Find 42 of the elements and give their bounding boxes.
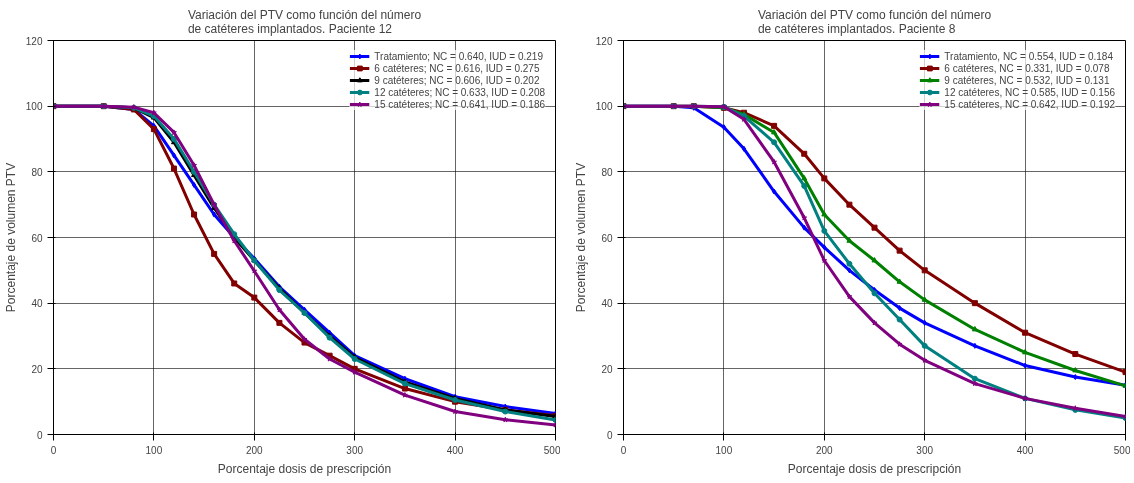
legend-label: 9 catéteres, NC = 0.532, IUD = 0.131 <box>944 74 1110 86</box>
y-tick-label: 20 <box>31 363 43 375</box>
x-tick-label: 300 <box>916 444 934 456</box>
legend-label: 12 catéteres, NC = 0.585, IUD = 0.156 <box>944 86 1115 98</box>
y-tick-label: 80 <box>31 166 43 178</box>
x-tick-label: 200 <box>245 444 264 456</box>
x-tick-label: 400 <box>1016 444 1034 456</box>
y-tick-label: 40 <box>601 298 613 310</box>
x-tick-label: 0 <box>50 444 57 456</box>
x-axis-title: Porcentaje dosis de prescripción <box>217 461 392 476</box>
legend-label: 9 catéteres; NC = 0.606, IUD = 0.202 <box>374 74 540 86</box>
y-tick-label: 0 <box>606 429 613 441</box>
y-tick-label: 20 <box>601 363 613 375</box>
y-tick-label: 100 <box>595 101 613 113</box>
legend-label: Tratamiento; NC = 0.640, IUD = 0.219 <box>374 50 543 62</box>
y-axis-title: Porcentaje de volumen PTV <box>3 162 18 313</box>
y-tick-label: 40 <box>31 298 43 310</box>
x-tick-label: 500 <box>1113 444 1131 456</box>
y-axis-title: Porcentaje de volumen PTV <box>573 162 588 313</box>
y-tick-label: 60 <box>31 232 43 244</box>
legend-label: 15 catéteres, NC = 0.642, IUD = 0.192 <box>944 98 1115 110</box>
x-tick-label: 100 <box>715 444 733 456</box>
x-tick-label: 0 <box>620 444 627 456</box>
legend-label: 6 catéteres; NC = 0.616, IUD = 0.275 <box>374 62 540 74</box>
x-tick-label: 200 <box>815 444 834 456</box>
x-tick-label: 400 <box>446 444 464 456</box>
y-tick-label: 100 <box>25 101 43 113</box>
x-axis-title: Porcentaje dosis de prescripción <box>787 461 962 476</box>
y-tick-label: 120 <box>25 35 43 47</box>
legend-label: 12 catéteres; NC = 0.633, IUD = 0.208 <box>374 86 545 98</box>
x-tick-label: 300 <box>346 444 364 456</box>
legend-label: 15 catéteres; NC = 0.641, IUD = 0.186 <box>374 98 545 110</box>
legend-label: Tratamiento, NC = 0.554, IUD = 0.184 <box>944 50 1113 62</box>
chart-title: Variación del PTV como función del número de catéteres implantados. Paciente 12 <box>187 7 422 36</box>
y-tick-label: 0 <box>36 429 43 441</box>
y-tick-label: 80 <box>601 166 613 178</box>
x-tick-label: 500 <box>543 444 561 456</box>
legend-label: 6 catéteres, NC = 0.331, IUD = 0.078 <box>944 62 1110 74</box>
y-tick-label: 60 <box>601 232 613 244</box>
chart-title: Variación del PTV como función del número de catéteres implantados. Paciente 8 <box>757 7 992 36</box>
x-tick-label: 100 <box>145 444 163 456</box>
y-tick-label: 120 <box>595 35 613 47</box>
